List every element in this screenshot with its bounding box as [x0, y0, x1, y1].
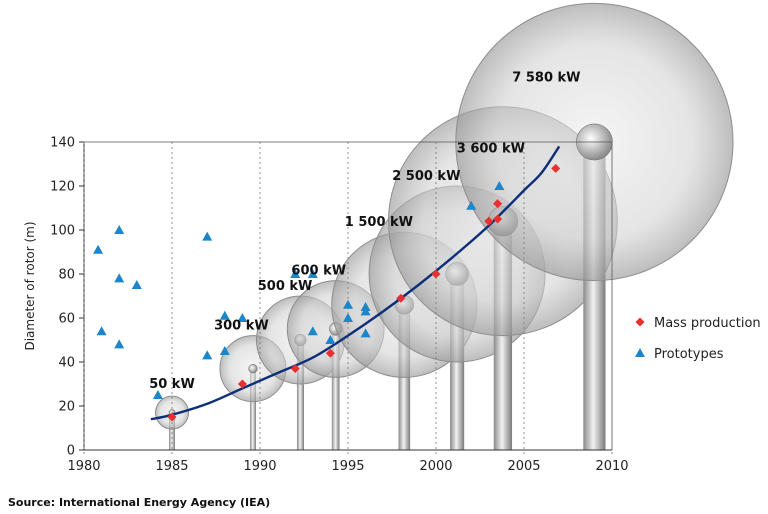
mass-production-point [484, 216, 494, 226]
y-tick-label: 100 [50, 224, 75, 239]
x-tick-label: 1990 [243, 459, 276, 474]
prototype-point [202, 231, 213, 241]
legend: Mass production Prototypes [635, 316, 761, 362]
capacity-label: 2 500 kW [392, 169, 460, 184]
x-tick-label: 2005 [507, 459, 540, 474]
prototype-point [290, 269, 301, 278]
mass-production-point [551, 163, 561, 173]
legend-prototype-marker [635, 348, 645, 357]
prototype-point [466, 200, 477, 210]
prototype-point [114, 225, 125, 234]
capacity-label: 300 kW [214, 319, 269, 334]
prototype-point [114, 339, 125, 349]
capacity-label: 7 580 kW [512, 71, 580, 86]
prototype-point [494, 181, 505, 190]
mass-production-point [493, 199, 503, 209]
prototype-point [343, 313, 353, 322]
turbine-tower [169, 412, 175, 450]
prototype-point [343, 299, 353, 309]
y-tick-label: 40 [58, 356, 75, 371]
y-tick-label: 60 [58, 312, 75, 327]
x-tick-label: 1980 [67, 459, 100, 474]
prototype-point [219, 310, 230, 320]
x-tick-label: 1995 [331, 459, 364, 474]
mass-production-point [396, 293, 406, 303]
legend-mass-production-marker [635, 317, 645, 327]
x-tick-label: 2010 [595, 459, 628, 474]
prototype-point [219, 346, 230, 355]
y-tick-label: 120 [50, 180, 75, 195]
legend-label: Mass production [654, 316, 761, 331]
capacity-label: 600 kW [291, 264, 346, 279]
capacity-label: 3 600 kW [457, 142, 525, 157]
y-tick-label: 0 [67, 444, 75, 459]
prototype-point [96, 326, 107, 336]
chart-axes: 1980 1985 1990 1995 2000 2005 2010 0 20 40 60 80 100… [23, 136, 629, 475]
prototype-point [307, 326, 318, 336]
y-tick-label: 20 [58, 400, 75, 415]
prototype-point [114, 273, 125, 283]
capacity-label: 1 500 kW [345, 215, 413, 230]
capacity-label: 500 kW [258, 279, 313, 294]
y-tick-label: 80 [58, 268, 75, 283]
prototype-point [307, 269, 318, 278]
prototype-point [360, 328, 371, 338]
mass-production-point [167, 412, 177, 422]
mass-production-point [237, 379, 247, 389]
turbine-tower [296, 340, 304, 450]
source-note: Source: International Energy Agency (IEA… [8, 496, 271, 509]
mass-production-point [431, 269, 441, 279]
data-points [93, 163, 561, 422]
mass-production-point [493, 214, 503, 224]
prototype-point [93, 244, 104, 254]
prototype-point [360, 306, 371, 316]
y-axis-title: Diameter of rotor (m) [23, 221, 37, 350]
trend-line-layer [150, 145, 561, 421]
prototype-point [202, 350, 213, 360]
prototype-point [131, 280, 142, 289]
turbine-illustrations [155, 2, 734, 450]
rotor-hub [248, 364, 258, 374]
turbine-tower [331, 329, 340, 450]
capacity-label: 50 kW [149, 377, 195, 392]
legend-label: Prototypes [654, 347, 724, 362]
mass-production-point [290, 364, 300, 374]
mass-production-point [325, 348, 335, 358]
prototype-point [237, 313, 248, 322]
trend-line [150, 145, 561, 421]
prototype-point [152, 390, 163, 399]
y-tick-label: 140 [50, 136, 75, 151]
prototype-point [325, 335, 336, 344]
x-tick-label: 2000 [419, 459, 452, 474]
x-tick-label: 1985 [155, 459, 188, 474]
turbine-tower [249, 368, 256, 450]
